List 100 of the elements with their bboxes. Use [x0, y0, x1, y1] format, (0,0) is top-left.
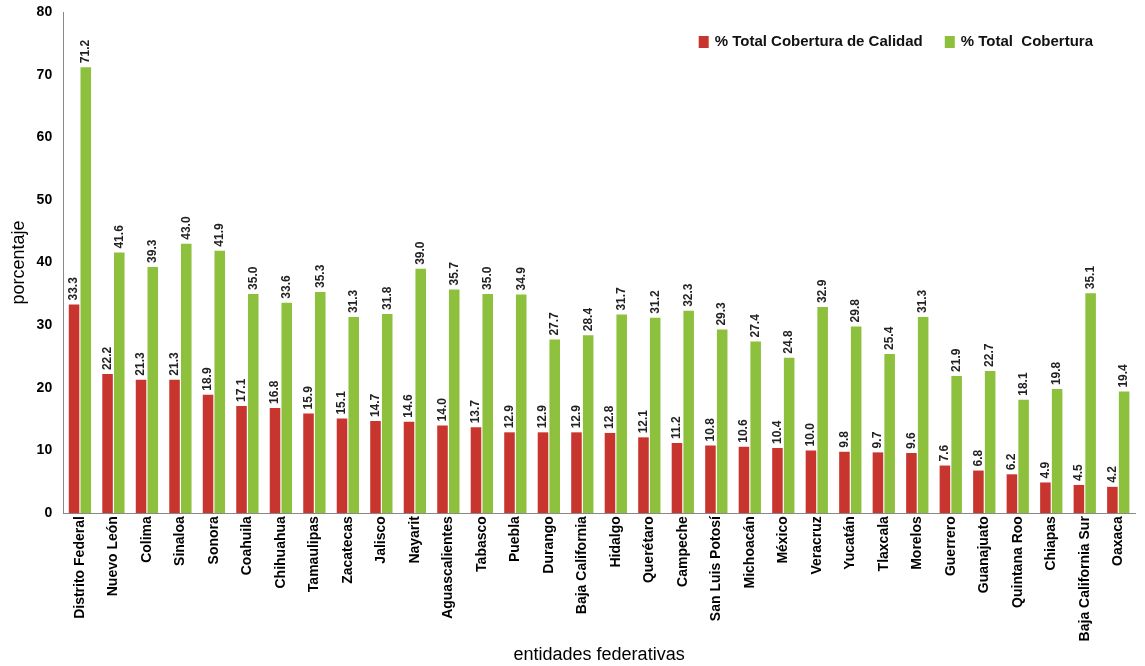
bar: [415, 268, 426, 514]
bar: [180, 243, 192, 514]
data-label: 31.2: [647, 290, 662, 314]
data-label: 22.7: [982, 343, 997, 367]
data-label: 39.0: [413, 241, 428, 265]
data-label: 17.1: [233, 378, 248, 403]
data-label: 19.4: [1116, 363, 1131, 388]
x-tick-label: Nuevo León: [104, 516, 121, 597]
data-label: 14.6: [401, 394, 416, 418]
bar: [850, 326, 862, 514]
data-label: 12.8: [602, 405, 617, 429]
data-label: 12.9: [501, 404, 516, 429]
data-label: 18.1: [1015, 372, 1030, 396]
bar: [1107, 486, 1118, 514]
y-tick-label: 0: [44, 504, 53, 520]
bar: [884, 354, 895, 514]
bar: [214, 250, 226, 514]
data-label: 33.3: [66, 276, 81, 301]
x-axis-title: entidades federativas: [513, 644, 685, 665]
y-tick-label: 40: [36, 253, 53, 270]
bar: [571, 432, 582, 514]
bar: [114, 252, 125, 514]
x-tick-label: Veracruz: [807, 516, 824, 575]
x-tick-label: Coahuila: [238, 515, 255, 576]
x-tick-label: Tamaulipas: [305, 515, 322, 593]
data-label: 10.6: [736, 419, 751, 443]
bar: [716, 329, 728, 514]
bar: [281, 302, 293, 514]
data-label: 12.9: [535, 404, 550, 429]
data-label: 39.3: [145, 239, 160, 263]
bar: [448, 289, 460, 514]
data-label: 27.7: [547, 311, 562, 336]
x-tick-label: Chiapas: [1042, 515, 1059, 571]
x-tick-label: Tlaxcala: [874, 515, 891, 572]
bar: [303, 413, 314, 514]
data-label: 12.1: [635, 409, 650, 434]
bar: [817, 307, 828, 514]
x-tick-label: Querétaro: [640, 516, 657, 584]
data-label: 71.2: [78, 39, 93, 64]
data-label: 10.4: [769, 420, 784, 444]
x-tick-label: Guanajuato: [975, 516, 992, 594]
data-label: 14.0: [434, 397, 449, 422]
bar: [504, 432, 515, 514]
bar: [973, 470, 984, 514]
bar: [917, 317, 929, 514]
data-label: 9.7: [870, 431, 885, 449]
bar: [772, 448, 783, 514]
bar: [906, 453, 917, 514]
bar: [169, 379, 180, 514]
bar: [805, 450, 817, 514]
bar: [582, 335, 594, 514]
bar: [638, 437, 649, 514]
x-tick-label: Nayarit: [405, 515, 422, 564]
data-label: 25.4: [881, 326, 896, 351]
bar: [403, 421, 415, 514]
x-tick-label: Chihuahua: [271, 515, 288, 589]
bar: [1018, 399, 1029, 514]
data-label: 10.8: [702, 417, 717, 442]
data-label: 15.9: [300, 385, 315, 410]
bar: [269, 407, 281, 514]
x-tick-label: San Luis Potosí: [707, 515, 724, 622]
bar: [437, 425, 448, 514]
bar: [202, 394, 214, 514]
bar: [872, 452, 884, 514]
data-label: 34.9: [513, 266, 528, 291]
data-label: 31.3: [346, 289, 361, 314]
bar: [1118, 391, 1130, 514]
data-label: 41.9: [212, 222, 227, 247]
data-label: 21.9: [948, 348, 963, 372]
x-tick-label: Morelos: [908, 515, 925, 570]
data-label: 35.7: [446, 261, 461, 286]
data-label: 22.2: [99, 346, 114, 371]
bar: [236, 406, 247, 514]
bar: [482, 293, 493, 514]
bar: [147, 266, 159, 514]
y-tick-label: 80: [36, 2, 53, 19]
data-label: 41.6: [111, 224, 126, 249]
data-label: 13.7: [468, 399, 483, 424]
x-tick-label: Tabasco: [472, 516, 489, 572]
bar: [381, 313, 393, 514]
bar: [705, 445, 716, 514]
data-label: 6.8: [970, 449, 985, 467]
data-label: 16.8: [267, 380, 282, 404]
data-label: 35.0: [480, 266, 495, 290]
legend-label: % Total Cobertura: [960, 32, 1094, 50]
bar: [348, 317, 360, 514]
bar: [549, 339, 560, 514]
bar: [683, 310, 694, 514]
data-label: 43.0: [178, 216, 193, 240]
bar: [470, 427, 482, 514]
data-label: 19.8: [1049, 361, 1064, 386]
bar: [1006, 474, 1018, 514]
x-tick-label: Jalisco: [372, 516, 389, 564]
x-tick-label: Aguascalientes: [439, 515, 456, 619]
bar: [1085, 293, 1096, 514]
bar: [1040, 482, 1051, 514]
data-label: 35.1: [1082, 265, 1097, 290]
data-label: 27.4: [747, 313, 762, 338]
x-tick-label: Zacatecas: [338, 515, 355, 584]
data-label: 33.6: [279, 274, 294, 299]
